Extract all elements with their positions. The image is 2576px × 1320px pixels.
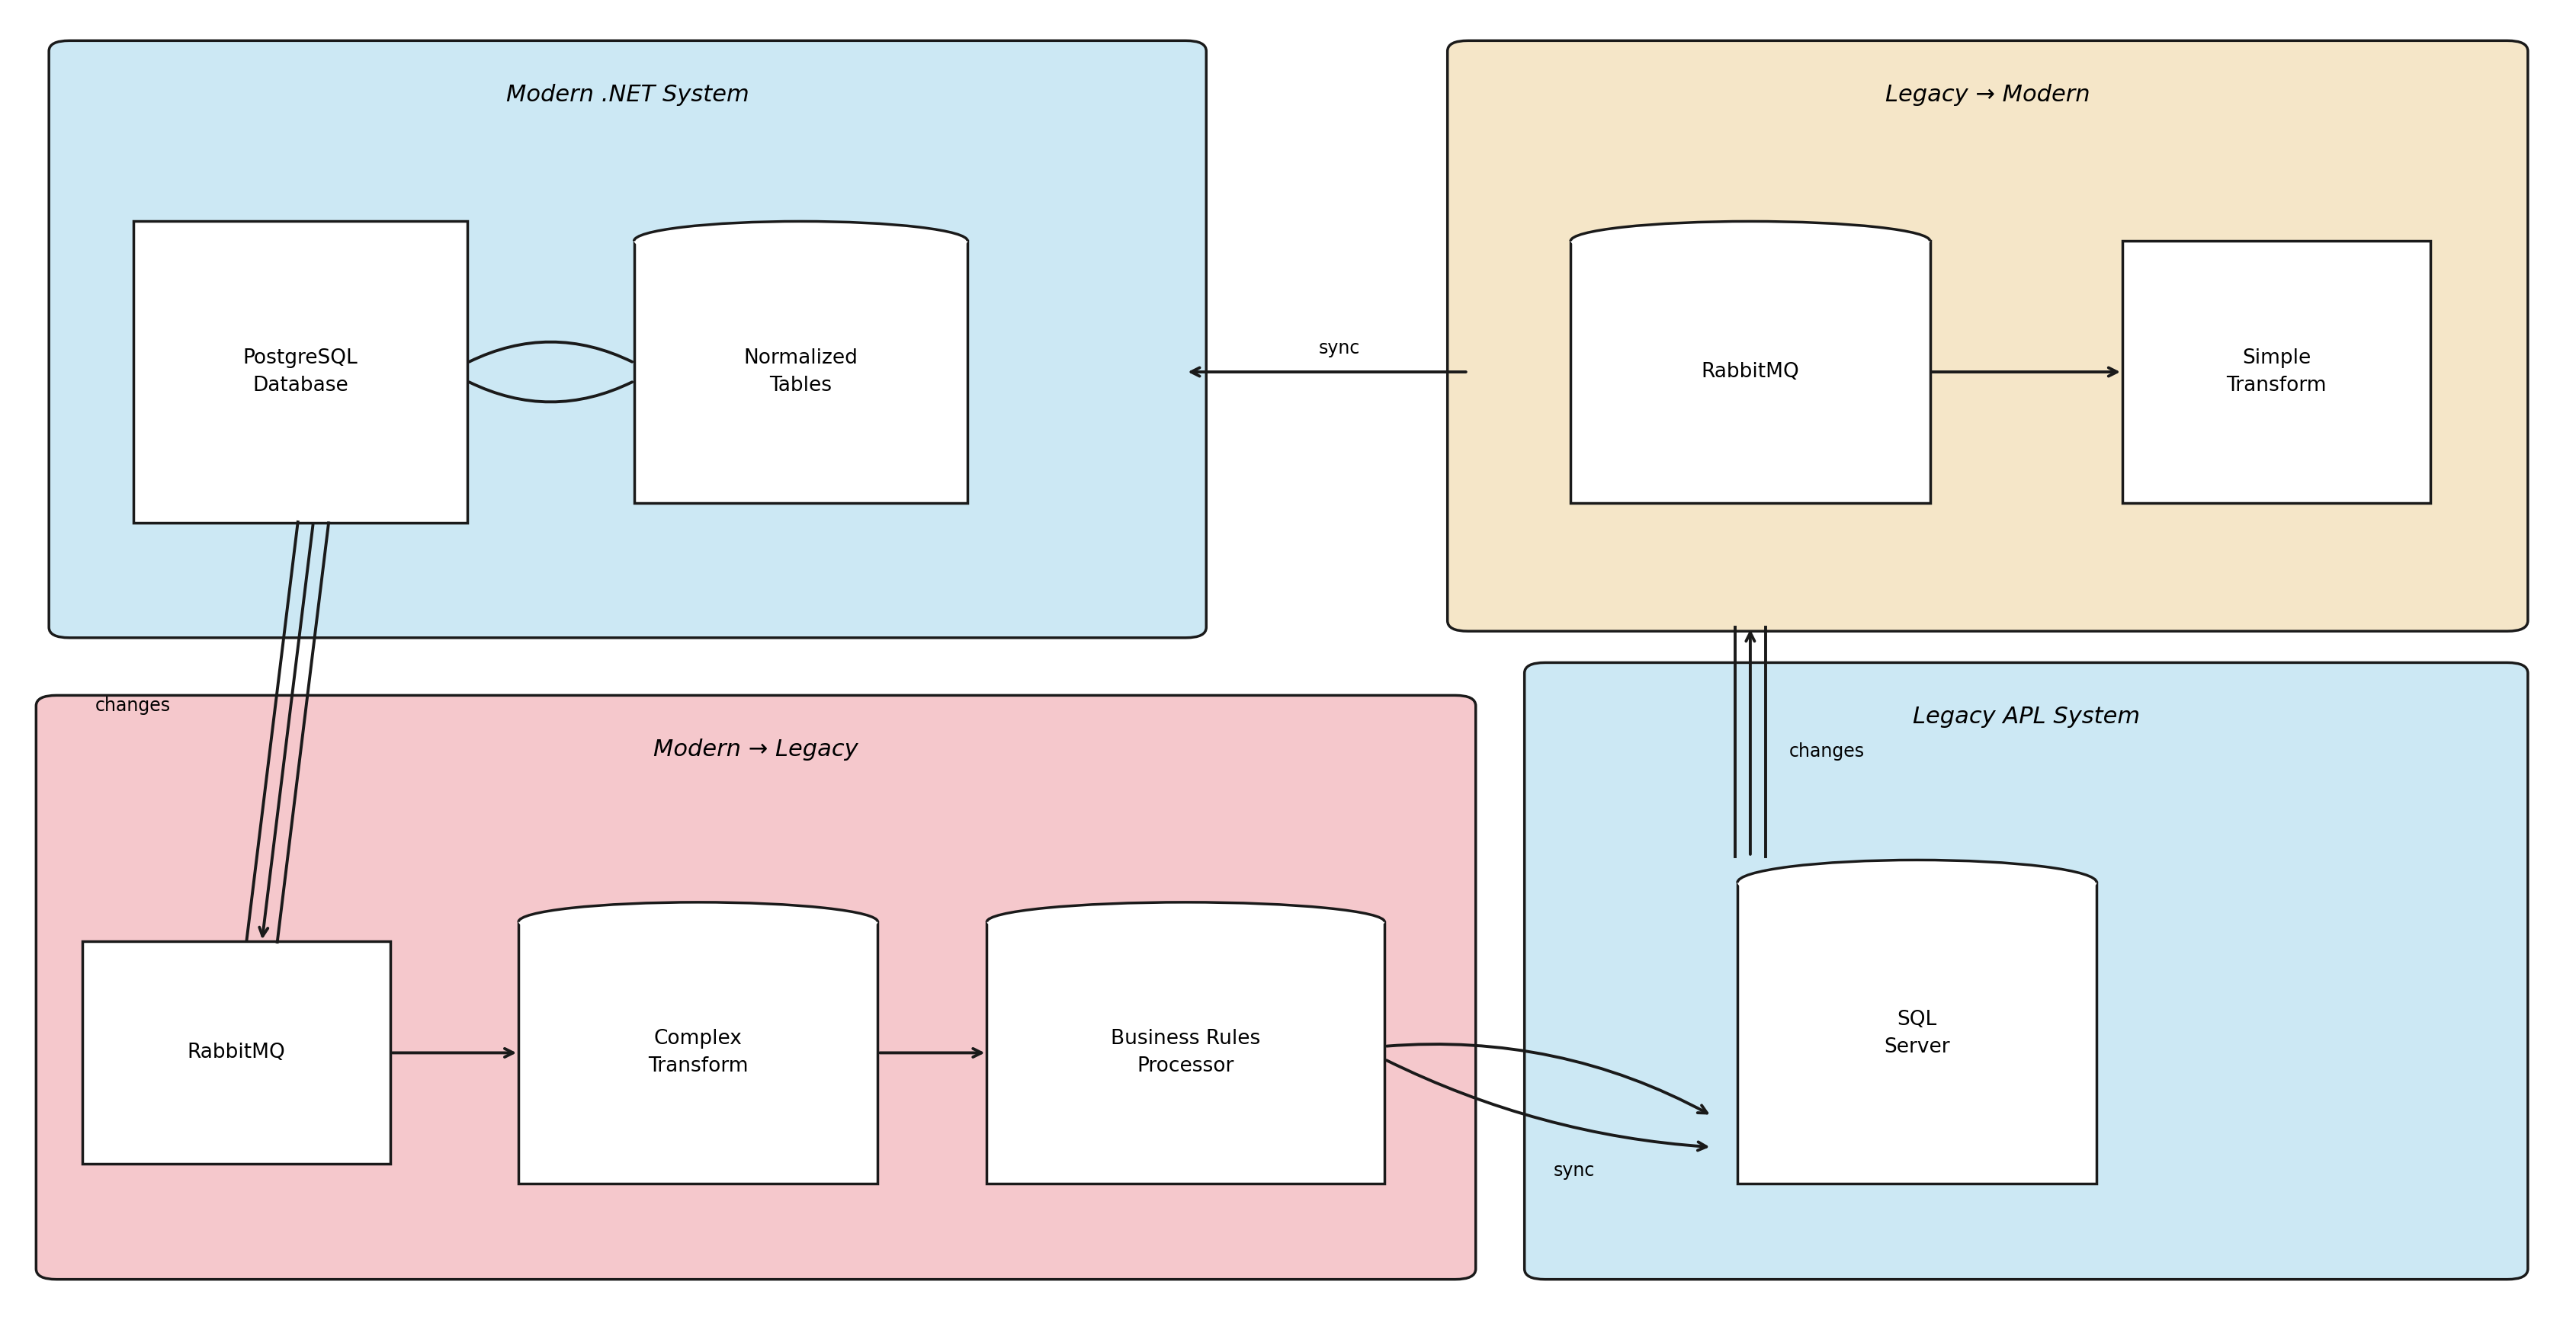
FancyBboxPatch shape [1525, 663, 2527, 1279]
Text: changes: changes [95, 697, 170, 715]
Text: SQL
Server: SQL Server [1883, 1010, 1950, 1057]
Text: sync: sync [1319, 339, 1360, 358]
Text: Legacy APL System: Legacy APL System [1911, 706, 2138, 727]
Text: sync: sync [1553, 1162, 1595, 1180]
Text: RabbitMQ: RabbitMQ [1700, 362, 1798, 381]
FancyBboxPatch shape [1448, 41, 2527, 631]
Text: Simple
Transform: Simple Transform [2226, 348, 2326, 396]
Ellipse shape [1571, 222, 1929, 260]
FancyBboxPatch shape [36, 696, 1476, 1279]
Ellipse shape [518, 903, 878, 941]
FancyBboxPatch shape [49, 41, 1206, 638]
Text: PostgreSQL
Database: PostgreSQL Database [242, 348, 358, 396]
FancyBboxPatch shape [82, 941, 389, 1164]
Text: Modern .NET System: Modern .NET System [505, 84, 750, 106]
FancyBboxPatch shape [134, 222, 466, 523]
Ellipse shape [987, 903, 1383, 941]
FancyBboxPatch shape [634, 242, 969, 503]
Text: Normalized
Tables: Normalized Tables [744, 348, 858, 396]
Text: Modern → Legacy: Modern → Legacy [654, 739, 858, 760]
Text: Legacy → Modern: Legacy → Modern [1886, 84, 2089, 106]
FancyBboxPatch shape [1571, 242, 1929, 503]
Text: Business Rules
Processor: Business Rules Processor [1110, 1030, 1260, 1076]
FancyBboxPatch shape [987, 921, 1383, 1184]
FancyBboxPatch shape [1736, 883, 2097, 1184]
FancyBboxPatch shape [518, 921, 878, 1184]
FancyBboxPatch shape [2123, 242, 2429, 503]
Text: changes: changes [1788, 743, 1865, 760]
Text: Complex
Transform: Complex Transform [647, 1030, 747, 1076]
Ellipse shape [634, 222, 969, 260]
Text: RabbitMQ: RabbitMQ [188, 1043, 286, 1063]
Ellipse shape [1736, 861, 2097, 906]
